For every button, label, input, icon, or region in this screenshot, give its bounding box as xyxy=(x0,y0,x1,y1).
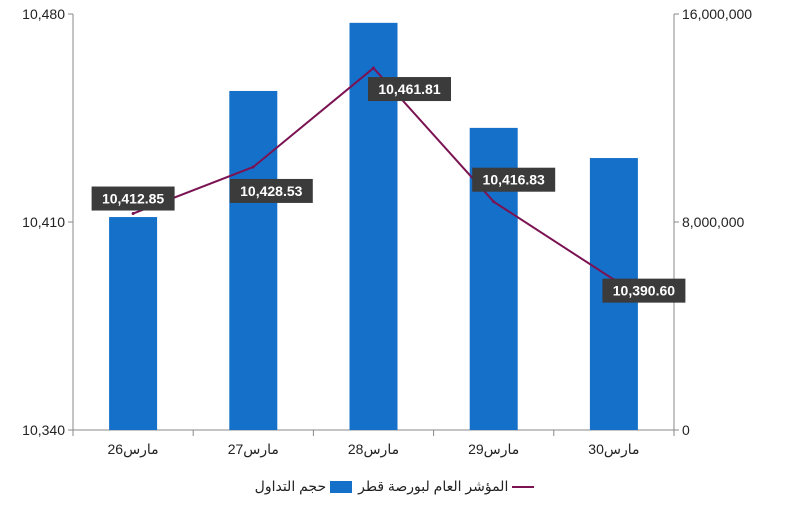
legend-label-line: المؤشر العام لبورصة قطر xyxy=(358,478,509,494)
data-label: 10,461.81 xyxy=(378,81,440,97)
chart-plot: 10,340 10,410 10,480 0 8,000,000 16,000,000 26… xyxy=(22,6,752,458)
legend-label-bar: حجم التداول xyxy=(254,478,327,494)
data-label-box xyxy=(472,167,556,192)
y-right-tick-label: 16,000,000 xyxy=(682,6,752,22)
bar xyxy=(109,217,158,430)
data-label-box xyxy=(368,77,451,102)
x-tick-label: 26مارس xyxy=(107,441,158,458)
x-tick-label: 30مارس xyxy=(588,441,639,458)
bar xyxy=(229,90,278,431)
x-tick-label: 28مارس xyxy=(348,441,399,458)
legend-item-line: المؤشر العام لبورصة قطر xyxy=(358,478,535,495)
data-label: 10,412.85 xyxy=(102,191,164,207)
y-right-tick-label: 8,000,000 xyxy=(682,214,744,230)
legend-item-bar: حجم التداول xyxy=(254,478,353,495)
line-point xyxy=(372,66,375,70)
data-label: 10,416.83 xyxy=(483,172,545,188)
data-label-box xyxy=(229,178,313,203)
data-label-box xyxy=(91,186,175,211)
line-point xyxy=(492,200,496,204)
data-label: 10,428.53 xyxy=(240,183,302,199)
x-tick-label: 27مارس xyxy=(228,441,279,458)
line-point xyxy=(251,165,255,169)
data-label-box xyxy=(602,278,686,303)
y-left-tick-label: 10,480 xyxy=(22,6,65,22)
legend-swatch-bar xyxy=(330,480,353,493)
data-label: 10,390.60 xyxy=(613,283,675,299)
y-left-tick-label: 10,340 xyxy=(22,422,65,438)
x-tick-label: 29مارس xyxy=(468,441,519,458)
legend: المؤشر العام لبورصة قطر حجم التداول xyxy=(0,478,789,495)
legend-swatch-line xyxy=(512,485,535,488)
y-right-tick-label: 0 xyxy=(682,422,690,438)
y-left-tick-label: 10,410 xyxy=(22,214,65,230)
line-point xyxy=(131,212,135,216)
